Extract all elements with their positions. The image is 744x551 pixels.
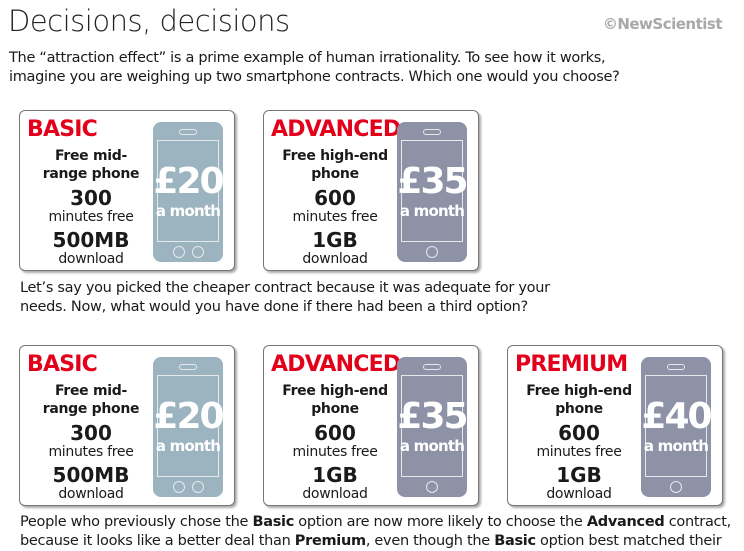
bold-term: Basic <box>252 514 294 530</box>
price-period: a month <box>155 202 221 220</box>
bold-term: Premium <box>294 533 366 549</box>
smartphone-icon: £40 a month <box>641 357 713 497</box>
minutes-label: minutes free <box>292 444 378 460</box>
plan-details: Free high-end phone 600 minutes free 1GB dow… <box>264 147 406 267</box>
price-period: a month <box>155 437 221 455</box>
minutes-label: minutes free <box>48 209 134 225</box>
minutes-label: minutes free <box>48 444 134 460</box>
data-value: 500MB <box>52 228 130 252</box>
smartphone-icon: £20 a month <box>153 357 225 497</box>
minutes-value: 300 <box>70 421 112 445</box>
minutes-value: 600 <box>558 421 600 445</box>
minutes-value: 300 <box>70 186 112 210</box>
phone-button-icon <box>426 481 438 493</box>
smartphone-icon: £35 a month <box>397 122 469 262</box>
speaker-icon <box>423 129 441 135</box>
plan-name: BASIC <box>27 352 98 377</box>
newscientist-logo: ©NewScientist <box>602 15 723 33</box>
text: because it looks like a better deal than <box>20 533 295 549</box>
price-period: a month <box>643 437 709 455</box>
price-period: a month <box>399 202 465 220</box>
plan-feature: Free high-end phone <box>282 148 388 182</box>
text: option best matched their needs <box>540 533 722 549</box>
smartphone-icon: £35 a month <box>397 357 469 497</box>
phone-screen <box>401 140 463 242</box>
data-label: download <box>302 251 368 267</box>
bold-term: Basic <box>494 533 536 549</box>
contract-card-basic: BASIC Free mid-range phone 300 minutes free… <box>19 345 235 506</box>
plan-feature: Free high-end phone <box>526 383 632 417</box>
middle-line: Let’s say you picked the cheaper contrac… <box>20 280 550 296</box>
intro-line: The “attraction effect” is a prime examp… <box>9 50 606 66</box>
phone-button-icon <box>173 481 185 493</box>
data-label: download <box>58 251 124 267</box>
bold-term: Advanced <box>586 514 665 530</box>
smartphone-icon: £20 a month <box>153 122 225 262</box>
plan-details: Free high-end phone 600 minutes free 1GB dow… <box>264 382 406 502</box>
plan-feature: Free mid-range phone <box>42 383 140 417</box>
phone-button-icon <box>426 246 438 258</box>
data-value: 500MB <box>52 463 130 487</box>
conclusion-line: People who previously chose the Basic op… <box>20 513 744 532</box>
monthly-price: £35 <box>397 396 468 437</box>
speaker-icon <box>667 364 685 370</box>
plan-name: ADVANCED <box>271 352 401 377</box>
text: , even though the <box>365 533 495 549</box>
plan-feature: Free mid-range phone <box>42 148 140 182</box>
data-value: 1GB <box>312 463 358 487</box>
text: option are now more likely to choose the <box>294 514 587 530</box>
phone-button-icon <box>173 246 185 258</box>
data-label: download <box>58 486 124 502</box>
middle-text: Let’s say you picked the cheaper contrac… <box>20 279 550 317</box>
data-label: download <box>302 486 368 502</box>
monthly-price: £20 <box>153 396 224 437</box>
phone-button-icon <box>192 246 204 258</box>
minutes-label: minutes free <box>536 444 622 460</box>
contract-card-advanced: ADVANCED Free high-end phone 600 minutes fr… <box>263 110 479 271</box>
minutes-label: minutes free <box>292 209 378 225</box>
phone-screen <box>401 375 463 477</box>
intro-text: The “attraction effect” is a prime examp… <box>9 49 620 87</box>
data-value: 1GB <box>556 463 602 487</box>
contract-card-premium: PREMIUM Free high-end phone 600 minutes fre… <box>507 345 723 506</box>
phone-button-icon <box>192 481 204 493</box>
plan-name: ADVANCED <box>271 117 401 142</box>
contract-card-basic: BASIC Free mid-range phone 300 minutes free… <box>19 110 235 271</box>
phone-screen <box>645 375 707 477</box>
page-title: Decisions, decisions <box>8 4 290 38</box>
plan-name: BASIC <box>27 117 98 142</box>
middle-line: needs. Now, what would you have done if … <box>20 299 528 315</box>
speaker-icon <box>423 364 441 370</box>
phone-screen <box>157 140 219 242</box>
phone-button-icon <box>670 481 682 493</box>
intro-line: imagine you are weighing up two smartpho… <box>9 69 620 85</box>
plan-name: PREMIUM <box>515 352 628 377</box>
monthly-price: £35 <box>397 161 468 202</box>
price-period: a month <box>399 437 465 455</box>
monthly-price: £20 <box>153 161 224 202</box>
data-value: 1GB <box>312 228 358 252</box>
phone-screen <box>157 375 219 477</box>
plan-details: Free high-end phone 600 minutes free 1GB dow… <box>508 382 650 502</box>
text: contract, <box>664 514 731 530</box>
speaker-icon <box>179 129 197 135</box>
plan-details: Free mid-range phone 300 minutes free 500MB… <box>20 147 162 267</box>
monthly-price: £40 <box>641 396 712 437</box>
contract-card-advanced: ADVANCED Free high-end phone 600 minutes fr… <box>263 345 479 506</box>
conclusion-text: People who previously chose the Basic op… <box>20 513 744 551</box>
text: People who previously chose the <box>20 514 253 530</box>
minutes-value: 600 <box>314 186 356 210</box>
minutes-value: 600 <box>314 421 356 445</box>
conclusion-line: because it looks like a better deal than… <box>20 532 744 551</box>
data-label: download <box>546 486 612 502</box>
plan-feature: Free high-end phone <box>282 383 388 417</box>
plan-details: Free mid-range phone 300 minutes free 500MB… <box>20 382 162 502</box>
speaker-icon <box>179 364 197 370</box>
